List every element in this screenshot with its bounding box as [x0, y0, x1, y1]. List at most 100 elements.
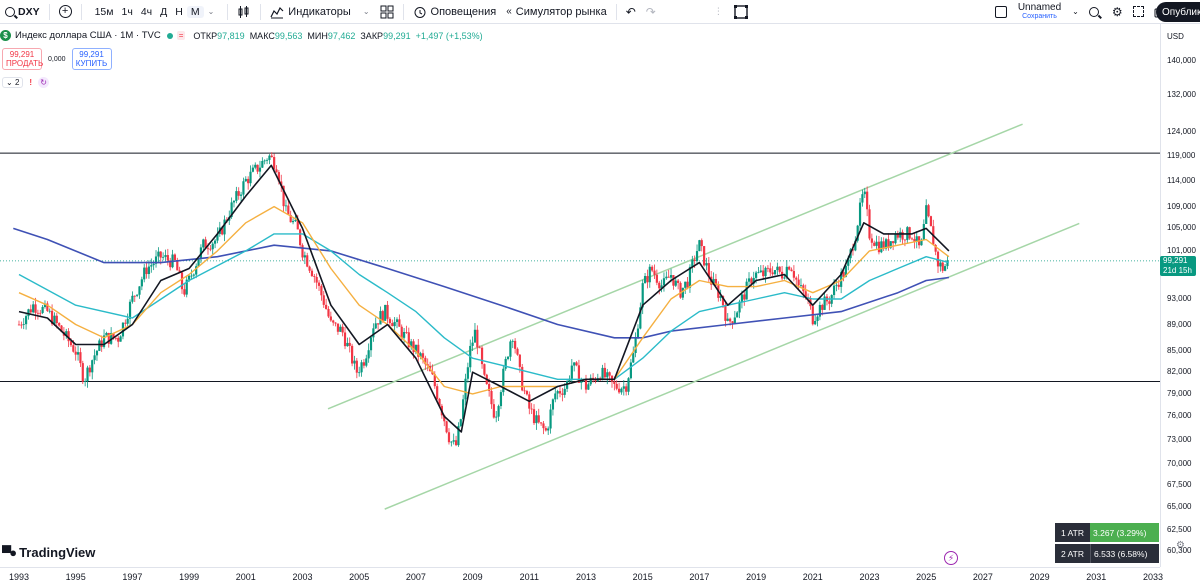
lightning-icon[interactable]: ⚡: [944, 551, 958, 565]
timeframe-15m[interactable]: 15м: [94, 5, 114, 18]
currency-label[interactable]: USD: [1167, 32, 1184, 41]
candle-body: [315, 276, 318, 283]
tradingview-logo[interactable]: ▀● TradingView: [2, 545, 95, 560]
candle-body: [823, 296, 826, 310]
candle-body: [577, 365, 581, 383]
undo-button[interactable]: ↶: [621, 0, 641, 24]
candle-body: [667, 276, 670, 278]
candle-body: [20, 324, 23, 326]
candle-body: [27, 309, 30, 317]
candle-body: [627, 378, 630, 392]
timeframe-day[interactable]: Д: [160, 5, 168, 18]
candle-body: [128, 301, 132, 319]
chevron-down-icon[interactable]: ⌄: [362, 7, 370, 16]
candle-body: [436, 386, 439, 399]
candle-body: [506, 356, 510, 359]
candle-body: [941, 262, 944, 271]
candle-body: [388, 318, 392, 324]
candle-body: [622, 386, 625, 389]
candle-body: [343, 332, 347, 347]
fullscreen-toggle-button[interactable]: [1128, 0, 1149, 24]
candle-body: [306, 255, 309, 267]
candle-body: [634, 338, 637, 354]
high-value: 99,563: [274, 30, 303, 41]
studies-toggle[interactable]: ⌄ 2: [2, 77, 24, 88]
price-axis[interactable]: USD ⚙ 140,000 132,000 124,000 119,000 114,00…: [1160, 24, 1200, 567]
candle-body: [925, 205, 928, 224]
chevron-down-icon[interactable]: ⌄: [207, 7, 215, 16]
publish-button[interactable]: Опублик: [1156, 2, 1200, 22]
candle-body: [591, 377, 595, 379]
timeframe-4h[interactable]: 4ч: [140, 5, 153, 18]
candle-body: [603, 367, 606, 378]
candle-body: [270, 155, 273, 158]
settings-button[interactable]: ⚙: [1107, 0, 1128, 24]
candle-body: [535, 415, 538, 424]
candle-body: [69, 341, 73, 346]
timeframe-1h[interactable]: 1ч: [121, 5, 133, 18]
price-tick-label: 67,500: [1167, 480, 1192, 490]
templates-button[interactable]: [375, 0, 399, 24]
last-price-tag: 99,291 21d 15h: [1160, 256, 1196, 276]
time-axis[interactable]: 1993 1995 1997 1999 2001 2003 2005 2007 2009 2011…: [0, 567, 1163, 585]
buy-button[interactable]: 99,291 КУПИТЬ: [71, 48, 112, 70]
candle-body: [814, 321, 817, 325]
time-tick-label: 2001: [235, 572, 256, 582]
candle-body: [402, 331, 406, 338]
more-menu-button[interactable]: ⋮: [709, 0, 728, 24]
timeframe-week[interactable]: Н: [175, 5, 183, 18]
legend-title[interactable]: Индекс доллара США · 1М · TVC: [15, 30, 161, 41]
compare-button[interactable]: +: [54, 0, 77, 24]
chevron-down-icon: ⌄: [1072, 7, 1079, 16]
timeframe-group: 15м 1ч 4ч Д Н М ⌄: [86, 0, 224, 24]
candle-body: [169, 260, 172, 268]
candle-body: [294, 219, 297, 221]
price-chart[interactable]: [0, 24, 1160, 567]
chevron-down-icon: ⌄: [6, 78, 13, 87]
fullscreen-button[interactable]: [728, 0, 754, 24]
layout-menu-button[interactable]: ⌄: [1067, 0, 1084, 24]
candle-body: [353, 360, 356, 364]
chart-legend: $ Индекс доллара США · 1М · TVC = ОТКР 97…: [0, 30, 485, 41]
refresh-icon[interactable]: ↻: [38, 77, 50, 88]
candle-body: [771, 272, 774, 275]
symbol-search[interactable]: DXY: [0, 0, 45, 24]
candle-body: [525, 391, 529, 395]
layout-name[interactable]: Unnamed Сохранить: [1018, 2, 1061, 21]
low-label: МИН: [307, 30, 328, 41]
candle-body: [381, 311, 384, 321]
candle-body: [863, 191, 866, 195]
indicators-button[interactable]: Индикаторы ⌄: [265, 0, 374, 24]
candle-body: [102, 335, 106, 347]
candle-body: [58, 323, 61, 326]
candle-body: [282, 185, 285, 207]
layout-save-label[interactable]: Сохранить: [1022, 12, 1057, 20]
candle-body: [74, 351, 77, 355]
candle-body: [384, 304, 387, 321]
candle-body: [601, 367, 604, 380]
candle-body: [98, 340, 101, 351]
candle-body: [424, 357, 427, 365]
candle-body: [398, 319, 401, 327]
sell-button[interactable]: 99,291 ПРОДАТЬ: [2, 48, 43, 70]
candle-body: [76, 352, 80, 355]
replay-button[interactable]: « Симулятор рынка: [501, 0, 611, 24]
buy-price: 99,291: [79, 50, 104, 59]
candle-body: [242, 181, 245, 195]
chart-type-button[interactable]: [232, 0, 256, 24]
gear-icon[interactable]: ⚙: [1176, 540, 1185, 551]
toolbar-divider: [260, 3, 262, 20]
time-tick-label: 2013: [575, 572, 597, 582]
layout-button[interactable]: [990, 0, 1012, 24]
candle-body: [443, 415, 446, 422]
alerts-button[interactable]: Оповещения: [408, 0, 502, 24]
alert-icon[interactable]: !: [29, 78, 33, 87]
time-tick-label: 2019: [746, 572, 767, 582]
search-button[interactable]: [1084, 0, 1107, 24]
redo-button[interactable]: ↷: [641, 0, 661, 24]
timeframe-month[interactable]: М: [186, 5, 204, 18]
candle-body: [414, 344, 417, 353]
candle-body: [268, 155, 271, 160]
candle-body: [360, 362, 363, 373]
candle-body: [889, 241, 892, 248]
